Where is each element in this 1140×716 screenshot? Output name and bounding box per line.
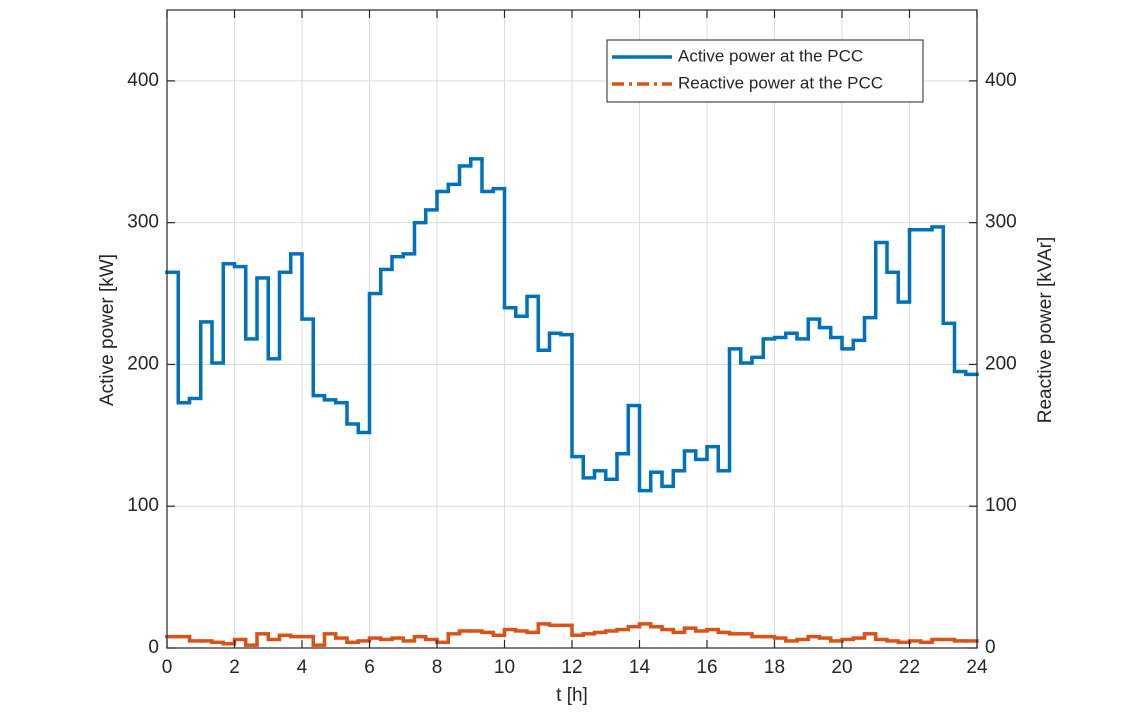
x-tick-label: 18 bbox=[764, 657, 785, 678]
x-axis-label: t [h] bbox=[556, 685, 588, 706]
y-tick-label: 0 bbox=[148, 637, 159, 658]
x-tick-label: 24 bbox=[966, 657, 988, 678]
x-tick-label: 2 bbox=[229, 657, 240, 678]
y2-tick-label: 200 bbox=[985, 353, 1017, 374]
x-tick-label: 14 bbox=[629, 657, 651, 678]
x-tick-label: 6 bbox=[364, 657, 375, 678]
legend: Active power at the PCC Reactive power at… bbox=[606, 39, 924, 103]
series bbox=[165, 622, 979, 647]
y-tick-label: 300 bbox=[127, 212, 159, 233]
y2-tick-label: 100 bbox=[985, 495, 1017, 516]
x-tick-label: 0 bbox=[162, 657, 173, 678]
y-tick-label: 400 bbox=[127, 70, 159, 91]
y-axis-label: Active power [kW] bbox=[97, 254, 118, 406]
legend-label: Reactive power at the PCC bbox=[678, 73, 883, 92]
series bbox=[165, 157, 979, 493]
step-riser bbox=[176, 158, 968, 491]
y2-tick-label: 300 bbox=[985, 212, 1017, 233]
x-tick-label: 16 bbox=[696, 657, 717, 678]
legend-box bbox=[606, 39, 924, 103]
legend-label: Active power at the PCC bbox=[678, 46, 863, 65]
y2-axis-label: Reactive power [kVAr] bbox=[1035, 237, 1056, 424]
x-tick-label: 12 bbox=[561, 657, 582, 678]
y2-tick-label: 400 bbox=[985, 70, 1017, 91]
y-tick-label: 200 bbox=[127, 353, 159, 374]
x-tick-label: 4 bbox=[297, 657, 308, 678]
x-tick-label: 20 bbox=[831, 657, 852, 678]
y2-tick-label: 0 bbox=[985, 637, 996, 658]
x-tick-label: 8 bbox=[432, 657, 443, 678]
x-tick-label: 10 bbox=[494, 657, 515, 678]
y-tick-label: 100 bbox=[127, 495, 159, 516]
x-tick-label: 22 bbox=[899, 657, 920, 678]
